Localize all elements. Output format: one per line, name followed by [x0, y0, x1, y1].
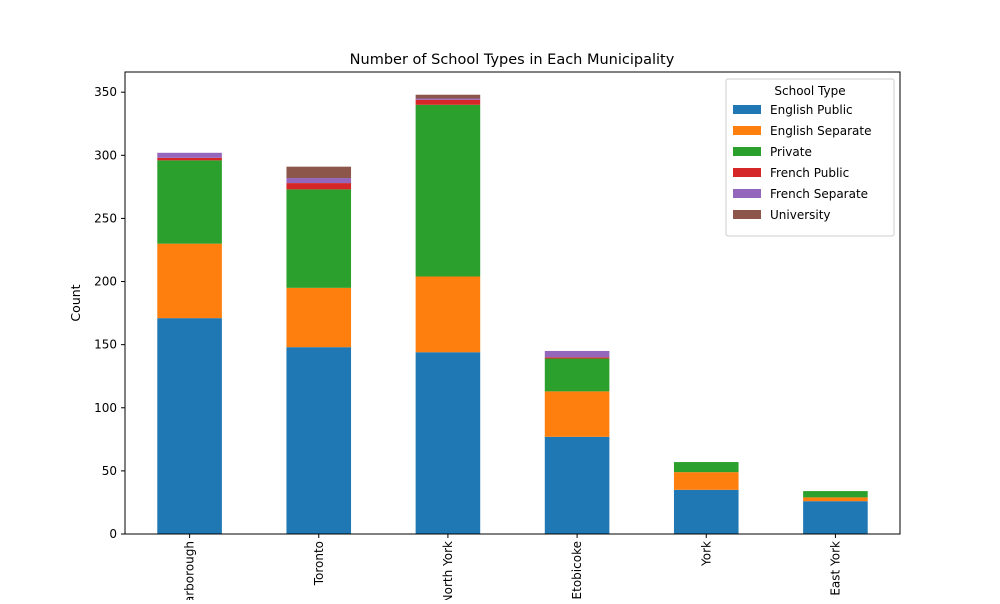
bar-etobicoke-english-separate: [544, 391, 610, 437]
legend-swatch-english-public: [733, 105, 761, 114]
x-tick-label: East York: [828, 541, 842, 596]
legend-swatch-french-separate: [733, 189, 761, 198]
bar-toronto-french-separate: [286, 178, 352, 184]
bar-york-english-public: [673, 489, 739, 534]
bar-toronto-english-separate: [286, 287, 352, 348]
legend-label-english-public: English Public: [770, 103, 853, 117]
legend-label-french-public: French Public: [770, 166, 849, 180]
legend-swatch-french-public: [733, 168, 761, 177]
bar-toronto-private: [286, 189, 352, 288]
bar-etobicoke-french-public: [544, 357, 610, 359]
x-tick-label: Etobicoke: [570, 541, 584, 599]
bar-toronto-french-public: [286, 183, 352, 190]
bar-north-york-english-separate: [415, 276, 481, 353]
y-tick-label: 150: [94, 338, 117, 352]
legend-box: [725, 78, 895, 237]
y-tick-label: 250: [94, 211, 117, 225]
bar-etobicoke-french-separate: [544, 350, 610, 358]
x-tick-label: Toronto: [312, 541, 326, 586]
legend-swatch-english-separate: [733, 126, 761, 135]
bar-scarborough-french-public: [157, 157, 222, 161]
bar-east-york-private: [803, 491, 868, 498]
bar-east-york-english-separate: [803, 497, 868, 502]
chart-title: Number of School Types in Each Municipal…: [350, 52, 675, 68]
bar-scarborough-english-separate: [157, 243, 222, 319]
legend-label-private: Private: [770, 145, 812, 159]
bar-north-york-french-public: [415, 99, 481, 105]
legend-swatch-private: [733, 147, 761, 156]
y-tick-label: 0: [109, 527, 117, 541]
legend-swatch-university: [733, 210, 761, 219]
bar-york-private: [673, 462, 739, 473]
y-tick-label: 300: [94, 148, 117, 162]
y-axis-label: Count: [68, 284, 83, 321]
y-tick-label: 100: [94, 401, 117, 415]
bar-east-york-english-public: [803, 501, 868, 534]
legend-label-french-separate: French Separate: [770, 187, 868, 201]
plot-frame: [124, 71, 901, 535]
bars-layer: [157, 94, 868, 534]
legend-label-university: University: [770, 208, 831, 222]
bar-etobicoke-private: [544, 358, 610, 392]
y-tick-label: 200: [94, 275, 117, 289]
y-tick-label: 350: [94, 85, 117, 99]
legend-title: School Type: [774, 84, 845, 98]
bar-north-york-english-public: [415, 352, 481, 534]
x-tick-label: North York: [441, 541, 455, 600]
bar-toronto-university: [286, 166, 352, 179]
bar-toronto-english-public: [286, 347, 352, 534]
bar-etobicoke-english-public: [544, 436, 610, 534]
x-tick-label: Scarborough: [183, 541, 197, 600]
bar-north-york-private: [415, 104, 481, 277]
bar-scarborough-french-separate: [157, 152, 222, 158]
x-tick-label: York: [699, 541, 713, 567]
bar-york-english-separate: [673, 472, 739, 490]
y-tick-label: 50: [102, 464, 117, 478]
bar-north-york-university: [415, 94, 481, 99]
axes-layer: 0 50 100 150 200 250 300 350 Scarborough Toronto N…: [94, 71, 901, 604]
bar-scarborough-english-public: [157, 318, 222, 534]
bar-north-york-french-separate: [415, 98, 481, 100]
legend-label-english-separate: English Separate: [770, 124, 872, 138]
legend: School Type English Public English Separat…: [725, 78, 895, 237]
bar-scarborough-private: [157, 160, 222, 244]
